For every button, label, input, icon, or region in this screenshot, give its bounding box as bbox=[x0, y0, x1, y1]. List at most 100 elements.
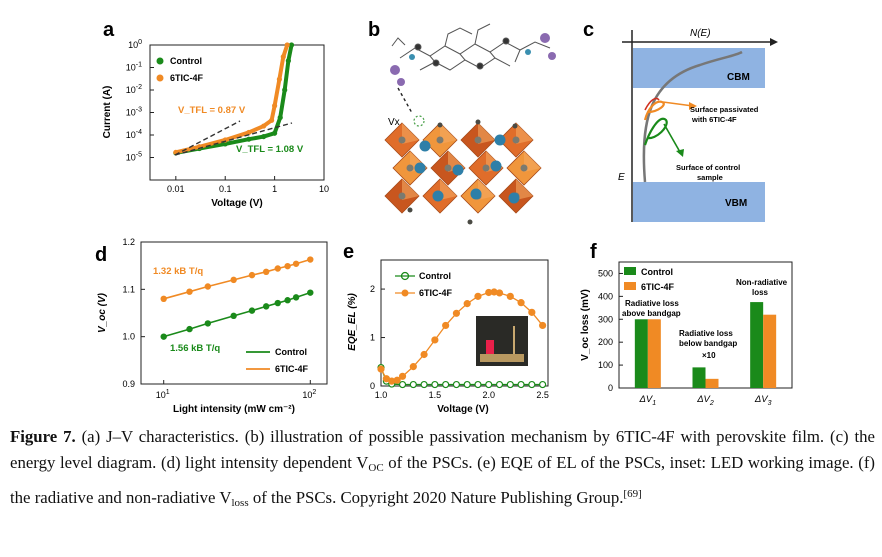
f-note-above-1: Radiative loss bbox=[625, 299, 679, 308]
a-legend-tic: 6TIC-4F bbox=[170, 73, 204, 83]
e-inset-led-glow bbox=[486, 340, 494, 354]
f-ytick-label: 100 bbox=[598, 360, 613, 370]
c-orange-note-2: with 6TIC-4F bbox=[691, 115, 737, 124]
figure-caption: Figure 7. (a) J–V characteristics. (b) i… bbox=[10, 424, 875, 516]
c-green-note-1: Surface of control bbox=[676, 163, 740, 172]
c-green-arrowhead bbox=[676, 149, 684, 157]
d-series-line-1 bbox=[163, 258, 311, 300]
panel-d-letter: d bbox=[95, 244, 107, 266]
a-fit-line-orange bbox=[174, 120, 241, 156]
a-data-point bbox=[276, 76, 282, 82]
d-data-point bbox=[248, 271, 256, 279]
f-category-label: ΔV2 bbox=[696, 394, 714, 407]
e-data-point bbox=[474, 380, 482, 389]
e-data-point bbox=[539, 321, 547, 330]
cation-atom bbox=[452, 164, 464, 176]
f-note-below-3: ×10 bbox=[702, 351, 716, 360]
d-ytick-label: 1.0 bbox=[122, 332, 135, 342]
c-cbm-label: CBM bbox=[727, 72, 750, 83]
d-ytick-label: 1.2 bbox=[122, 237, 135, 247]
a-data-point bbox=[246, 136, 252, 142]
a-series-line-0 bbox=[175, 44, 294, 155]
e-legend-control: Control bbox=[419, 271, 451, 281]
c-orange-note-1: Surface passivated bbox=[690, 105, 759, 114]
f-ytick-label: 0 bbox=[608, 383, 613, 393]
d-data-point bbox=[262, 303, 270, 310]
f-ylabel: V_oc loss (mV) bbox=[580, 289, 591, 361]
f-ytick-label: 300 bbox=[598, 314, 613, 324]
lead-atom bbox=[482, 164, 490, 172]
caption-label: Figure 7. bbox=[10, 427, 76, 446]
d-data-point bbox=[274, 265, 281, 272]
f-note-below-1: Radiative loss bbox=[679, 329, 733, 338]
e-data-point bbox=[431, 336, 439, 344]
e-data-point bbox=[398, 372, 407, 380]
panel-b-passivation-illustration: Vx bbox=[384, 23, 556, 225]
e-xtick-label: 2.0 bbox=[482, 390, 495, 400]
d-data-point bbox=[160, 295, 167, 302]
f-legend-tic-swatch bbox=[624, 282, 636, 290]
caption-part-3: of the PSCs. Copyright 2020 Nature Publi… bbox=[248, 488, 624, 507]
e-xtick-label: 1.5 bbox=[429, 390, 442, 400]
d-data-point bbox=[186, 325, 193, 333]
e-xtick-label: 1.0 bbox=[375, 390, 388, 400]
lead-atom bbox=[398, 192, 406, 200]
d-data-point bbox=[204, 283, 212, 290]
e-data-point bbox=[506, 292, 514, 300]
octahedron-face bbox=[478, 179, 495, 200]
d-data-point bbox=[186, 288, 193, 295]
d-legend-tic: 6TIC-4F bbox=[275, 364, 309, 374]
a-data-point bbox=[272, 103, 278, 109]
panel-a-jv-plot: 0.01 0.1 1 10 100 10-1 10-2 10-3 10-4 10-5 Contro… bbox=[102, 39, 329, 209]
a-fit-line-green bbox=[174, 122, 293, 156]
c-orange-arrow bbox=[662, 101, 694, 107]
panel-e-eqe-plot: 1.0 1.5 2.0 2.5 0 1 2 Control 6TIC-4F Voltage … bbox=[347, 259, 549, 415]
f-bar-1 bbox=[705, 378, 719, 388]
panel-a-letter: a bbox=[103, 19, 115, 41]
lead-atom bbox=[444, 164, 452, 172]
e-data-point bbox=[409, 380, 417, 389]
octahedron-face bbox=[440, 179, 457, 200]
caption-voc-sub: OC bbox=[368, 462, 384, 474]
a-vtfl-orange: V_TFL = 0.87 V bbox=[178, 105, 246, 116]
f-note-below-2: below bandgap bbox=[679, 339, 737, 348]
a-legend-tic-marker bbox=[156, 74, 164, 82]
e-data-point bbox=[409, 363, 417, 371]
a-ytick-label: 10-1 bbox=[126, 62, 142, 73]
d-xtick-label: 102 bbox=[302, 389, 316, 400]
vx-label: Vx bbox=[388, 117, 400, 128]
f-bar-1 bbox=[647, 319, 661, 388]
d-data-point bbox=[274, 299, 281, 307]
a-data-point bbox=[246, 129, 252, 136]
a-data-point bbox=[261, 133, 267, 140]
perovskite-lattice-image bbox=[384, 119, 542, 225]
e-data-point bbox=[463, 380, 471, 389]
d-data-point bbox=[307, 256, 314, 263]
f-bar-0 bbox=[750, 302, 764, 388]
e-data-point bbox=[463, 300, 471, 308]
lead-atom bbox=[520, 164, 528, 172]
a-data-point bbox=[284, 42, 290, 48]
halide-atom bbox=[437, 122, 443, 128]
octahedron-face bbox=[478, 123, 495, 144]
a-ytick-label: 10-5 bbox=[126, 152, 142, 163]
cation-atom bbox=[470, 188, 482, 200]
d-xlabel: Light intensity (mW cm⁻²) bbox=[173, 404, 295, 415]
e-ytick-label: 0 bbox=[370, 381, 375, 391]
a-data-point bbox=[261, 123, 267, 129]
panel-d-voc-plot: 101 102 0.9 1.0 1.1 1.2 1.32 kB T/q 1.56 kB T… bbox=[97, 237, 328, 415]
d-ylabel: V_oc (V) bbox=[97, 292, 108, 333]
panel-c-energy-diagram: N(E) E CBM VBM Surface passivated with 6… bbox=[618, 28, 778, 222]
f-note-nonrad-1: Non-radiative bbox=[736, 278, 788, 287]
e-data-point bbox=[420, 350, 428, 359]
d-legend-control: Control bbox=[275, 347, 307, 357]
f-ytick-label: 400 bbox=[598, 291, 613, 301]
a-legend-control-marker bbox=[156, 57, 164, 65]
d-label-orange: 1.32 kB T/q bbox=[153, 266, 203, 277]
lead-atom bbox=[512, 136, 520, 144]
panel-b-letter: b bbox=[368, 19, 380, 41]
a-data-point bbox=[277, 114, 283, 121]
e-data-point bbox=[485, 380, 493, 389]
octahedron-face bbox=[516, 123, 533, 144]
c-green-note-2: sample bbox=[697, 173, 723, 182]
